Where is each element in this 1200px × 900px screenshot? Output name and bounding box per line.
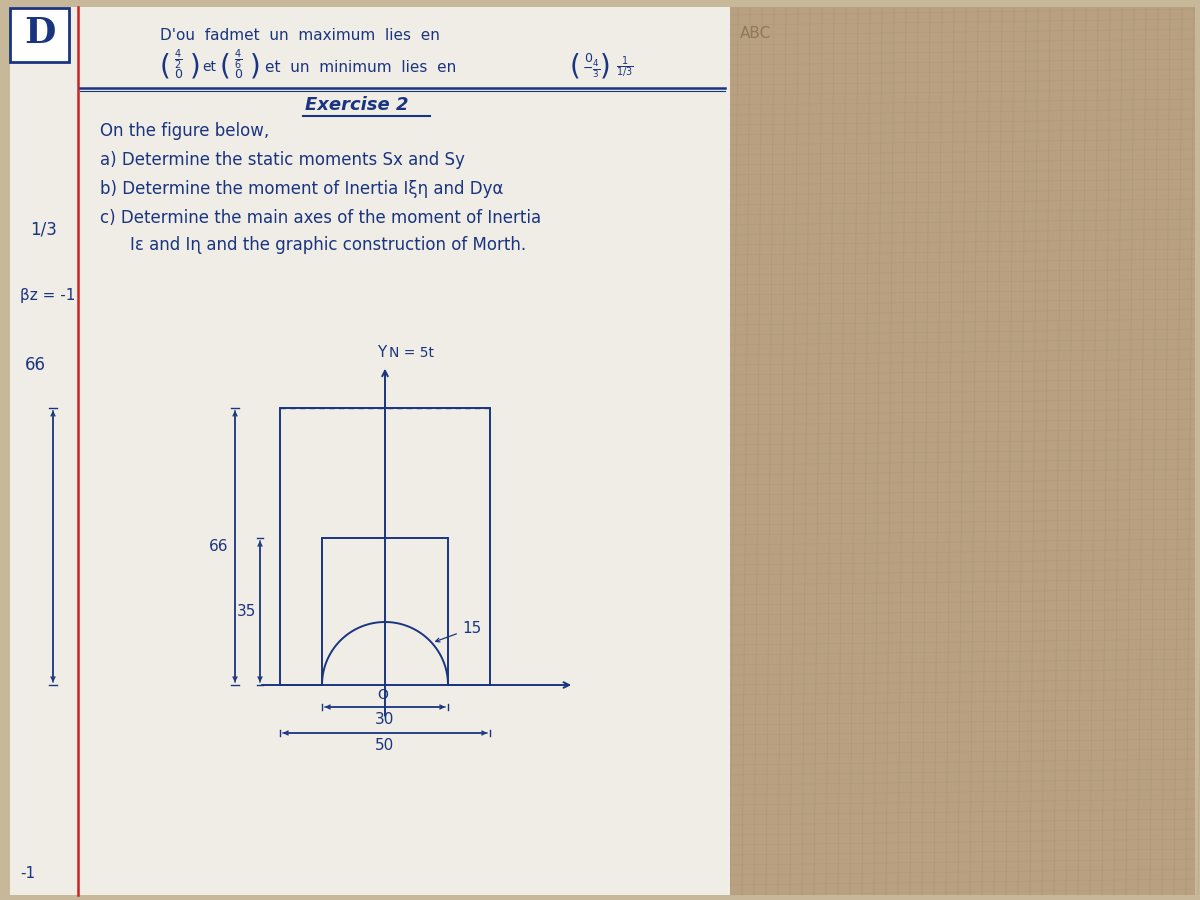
Text: On the figure below,: On the figure below, [100, 122, 269, 140]
Text: $\frac{4}{6}$: $\frac{4}{6}$ [234, 48, 242, 72]
Text: (: ( [570, 53, 581, 81]
Text: D: D [24, 16, 55, 50]
Text: Iε and Iɳ and the graphic construction of Morth.: Iε and Iɳ and the graphic construction o… [130, 236, 526, 254]
FancyBboxPatch shape [730, 7, 1195, 895]
Text: et: et [202, 60, 216, 74]
Text: 50: 50 [376, 737, 395, 752]
Text: a) Determine the static moments Sx and Sy: a) Determine the static moments Sx and S… [100, 151, 464, 169]
Text: ): ) [250, 53, 260, 81]
Text: $-\frac{4}{3}$: $-\frac{4}{3}$ [582, 58, 600, 80]
Text: Exercise 2: Exercise 2 [305, 96, 408, 114]
Text: 1/3: 1/3 [30, 221, 56, 239]
Text: (: ( [220, 53, 230, 81]
Text: c) Determine the main axes of the moment of Inertia: c) Determine the main axes of the moment… [100, 209, 541, 227]
Text: Y: Y [377, 346, 386, 360]
Text: βz = -1: βz = -1 [20, 288, 76, 303]
Text: 30: 30 [376, 712, 395, 726]
Text: $\frac{1}{1/3}$: $\frac{1}{1/3}$ [616, 55, 634, 79]
Text: $\frac{4}{2}$: $\frac{4}{2}$ [174, 48, 182, 72]
Text: 66: 66 [25, 356, 46, 374]
Text: 0: 0 [234, 68, 242, 82]
Text: et  un  minimum  lies  en: et un minimum lies en [265, 59, 456, 75]
Text: b) Determine the moment of Inertia Iξη and Dyα: b) Determine the moment of Inertia Iξη a… [100, 180, 503, 198]
Text: 0: 0 [174, 68, 182, 82]
Text: ): ) [600, 53, 611, 81]
Text: 35: 35 [236, 604, 256, 619]
FancyBboxPatch shape [10, 8, 70, 62]
Text: -1: -1 [20, 866, 35, 881]
Text: 15: 15 [436, 621, 481, 642]
Text: 66: 66 [209, 539, 229, 554]
Text: N = 5t: N = 5t [389, 346, 434, 360]
Text: D'ou  fadmet  un  maximum  lies  en: D'ou fadmet un maximum lies en [160, 28, 440, 43]
Text: 0: 0 [584, 51, 592, 65]
Text: O: O [378, 688, 389, 702]
Text: ): ) [190, 53, 200, 81]
Text: ABC: ABC [740, 26, 772, 41]
Text: (: ( [160, 53, 170, 81]
FancyBboxPatch shape [10, 7, 730, 895]
